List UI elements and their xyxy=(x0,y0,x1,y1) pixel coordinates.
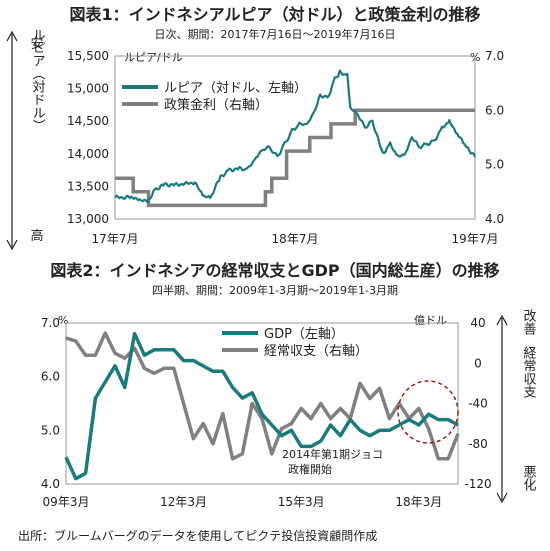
chart2-legend-ca: 経常収支（右軸） xyxy=(264,344,368,359)
chart1-vertical-label: ルピア（対ドル） xyxy=(30,28,46,132)
chart1-xtick: 18年7月 xyxy=(272,232,319,246)
chart2-ytick-left: 7.0 xyxy=(41,316,60,330)
chart2-series-current-account xyxy=(65,331,460,461)
chart1-ytick-right: 5.0 xyxy=(485,158,504,172)
chart2-x-ticks: 09年3月 12年3月 15年3月 18年3月 xyxy=(43,495,443,509)
chart1-x-ticks: 17年7月 18年7月 19年7月 xyxy=(92,232,499,246)
chart2-xtick: 15年3月 xyxy=(278,495,325,509)
chart2-subtitle: 四半期、期間：2009年1-3月期～2019年1-3月期 xyxy=(152,283,398,297)
chart1-series-policy-rate xyxy=(115,108,475,208)
chart2-y-left-ticks: 7.0 6.0 5.0 4.0 xyxy=(41,316,60,491)
chart2-ytick-right: 40 xyxy=(470,316,485,330)
chart2-series-gdp xyxy=(64,331,459,481)
chart2-xtick: 18年3月 xyxy=(395,495,442,509)
chart1-ytick-left: 13,500 xyxy=(67,179,109,193)
chart1-ytick-left: 14,000 xyxy=(67,147,109,161)
source-note: 出所：ブルームバーグのデータを使用してピクテ投信投資顧問作成 xyxy=(18,528,377,543)
chart2-label-worsen: 悪化 xyxy=(521,465,537,492)
chart2-ytick-left: 6.0 xyxy=(41,370,60,384)
chart1-y-left-ticks: 15,500 15,000 14,500 14,000 13,500 13,000 xyxy=(67,49,109,226)
chart1-legend: ルピア（対ドル、左軸） 政策金利（右軸） xyxy=(122,81,307,113)
chart1-xtick: 17年7月 xyxy=(92,232,139,246)
chart1-series xyxy=(114,69,477,208)
chart1-plot-frame xyxy=(114,55,476,220)
chart1-y-right-ticks: 7.0 6.0 5.0 4.0 xyxy=(485,49,504,226)
chart1-ytick-right: 4.0 xyxy=(485,212,504,226)
chart1-legend-rate: 政策金利（右軸） xyxy=(164,97,268,113)
chart1-xtick: 19年7月 xyxy=(452,232,499,246)
chart2-xtick: 12年3月 xyxy=(160,495,207,509)
chart1-title: 図表1：インドネシアルピア（対ドル）と政策金利の推移 xyxy=(70,5,481,24)
chart1-subtitle: 日次、期間：2017年7月16日～2019年7月16日 xyxy=(155,27,396,41)
chart2-label-current-account: 経常収支 xyxy=(521,346,537,398)
chart1-label-expensive: 高 xyxy=(30,228,43,244)
chart2-ytick-left: 5.0 xyxy=(41,423,60,437)
chart2: 図表2：インドネシアの経常収支とGDP（国内総生産）の推移 四半期、期間：200… xyxy=(41,261,536,509)
chart2-annotation-line1: 2014年第1期ジョコ xyxy=(282,447,383,461)
chart2-series xyxy=(64,331,460,481)
chart2-direction-arrow xyxy=(496,314,508,504)
chart1-direction-arrow xyxy=(6,30,18,251)
chart2-legend-gdp: GDP（左軸） xyxy=(264,327,344,342)
chart1-ytick-right: 6.0 xyxy=(485,103,504,117)
chart1-ytick-left: 15,000 xyxy=(67,82,109,96)
chart2-title: 図表2：インドネシアの経常収支とGDP（国内総生産）の推移 xyxy=(50,261,499,280)
chart2-ytick-right: 0 xyxy=(474,356,482,370)
chart2-xtick: 09年3月 xyxy=(43,495,90,509)
chart1-series-rupiah xyxy=(114,69,477,204)
chart2-y-right-ticks: 40 0 -40 -80 -120 xyxy=(464,316,491,491)
chart1-ytick-right: 7.0 xyxy=(485,49,504,63)
chart2-right-unit: 億ドル xyxy=(414,314,447,327)
chart1: 図表1：インドネシアルピア（対ドル）と政策金利の推移 日次、期間：2017年7月… xyxy=(6,5,504,251)
chart2-left-unit: % xyxy=(58,314,68,327)
chart2-highlight-circle xyxy=(397,380,459,444)
chart1-left-unit: ルピア/ドル xyxy=(124,51,183,64)
chart1-label-cheap: 安 xyxy=(30,37,43,52)
chart1-legend-rupiah: ルピア（対ドル、左軸） xyxy=(164,81,307,96)
chart2-label-improve: 改善 xyxy=(521,309,537,336)
chart2-ytick-right: -40 xyxy=(468,397,488,411)
chart1-ytick-left: 14,500 xyxy=(67,114,109,128)
chart2-annotation-line2: 政権開始 xyxy=(288,462,332,476)
chart2-plot-frame xyxy=(65,322,459,485)
chart2-legend: GDP（左軸） 経常収支（右軸） xyxy=(222,327,368,359)
chart2-ytick-right: -120 xyxy=(464,477,491,491)
chart1-ytick-left: 15,500 xyxy=(67,49,109,63)
chart2-ytick-left: 4.0 xyxy=(41,477,60,491)
chart2-ytick-right: -80 xyxy=(468,437,488,451)
chart1-ytick-left: 13,000 xyxy=(67,212,109,226)
